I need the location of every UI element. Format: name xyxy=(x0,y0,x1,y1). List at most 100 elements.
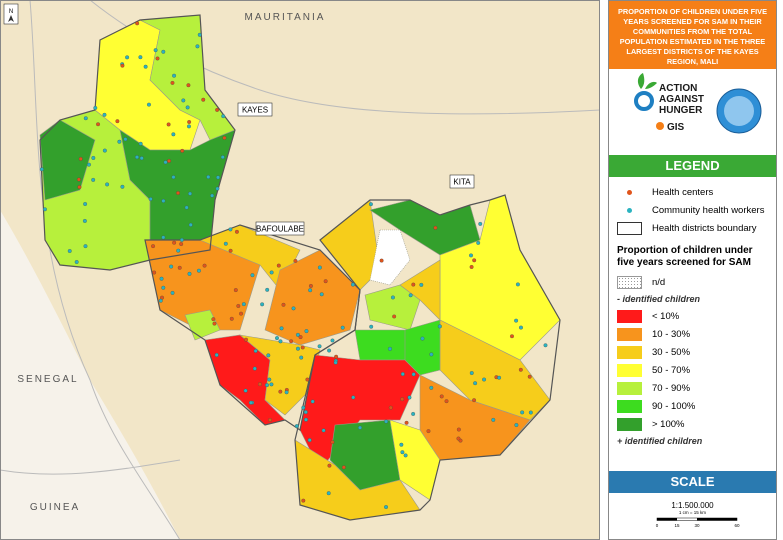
health-worker xyxy=(279,326,284,331)
logo-text: HUNGER xyxy=(659,105,703,116)
area xyxy=(364,284,421,331)
health-worker xyxy=(303,410,308,415)
health-center xyxy=(115,119,120,124)
health-worker xyxy=(437,324,442,329)
legend-item: Community health workers xyxy=(609,201,776,219)
health-worker xyxy=(317,344,322,349)
logo-area: ACTION AGAINST HUNGER GIS xyxy=(634,73,762,134)
health-center xyxy=(411,282,416,287)
health-center xyxy=(166,122,171,127)
health-worker xyxy=(284,390,289,395)
legend-label: Community health workers xyxy=(652,204,765,216)
health-center xyxy=(151,244,155,249)
health-center xyxy=(426,429,431,434)
health-center xyxy=(222,135,227,140)
scale-equivalence: 1 cm = 15 km xyxy=(678,510,707,515)
health-worker xyxy=(294,424,299,429)
health-center xyxy=(201,97,206,102)
area xyxy=(404,319,441,376)
health-worker xyxy=(148,197,153,201)
health-worker xyxy=(291,306,296,311)
health-center xyxy=(229,316,234,321)
health-worker xyxy=(497,375,502,380)
health-worker xyxy=(161,235,166,240)
health-worker xyxy=(411,372,416,377)
health-center xyxy=(152,270,157,275)
health-center xyxy=(289,339,294,344)
legend-item: > 100% xyxy=(609,415,776,433)
health-worker xyxy=(317,265,322,270)
health-worker xyxy=(143,64,148,69)
legend-classes: < 10% 10 - 30% 30 - 50% 50 - 70% 70 - 90% 90 … xyxy=(609,307,776,433)
health-worker xyxy=(147,102,151,107)
health-worker xyxy=(158,298,163,303)
health-center xyxy=(233,288,238,293)
health-worker xyxy=(333,360,338,365)
health-worker xyxy=(250,273,255,278)
health-worker xyxy=(308,288,313,293)
health-worker xyxy=(83,244,88,249)
health-worker xyxy=(138,55,143,60)
health-worker xyxy=(181,98,186,103)
health-worker xyxy=(185,105,190,110)
health-worker xyxy=(172,73,177,78)
health-worker xyxy=(269,382,274,387)
legend-header: LEGEND xyxy=(609,155,776,177)
legend-note: - identified children xyxy=(617,294,701,304)
health-worker xyxy=(243,388,248,393)
north-label: N xyxy=(9,9,13,15)
health-worker xyxy=(171,132,176,137)
health-worker xyxy=(519,325,523,330)
points xyxy=(39,21,548,509)
legend-item: < 10% xyxy=(609,307,776,325)
district-boundary xyxy=(144,224,361,431)
health-worker xyxy=(179,238,184,242)
health-worker xyxy=(135,155,139,160)
health-worker xyxy=(304,417,308,422)
area xyxy=(299,354,421,471)
legend-label: < 10% xyxy=(652,310,680,322)
health-worker xyxy=(42,207,47,212)
health-worker xyxy=(82,218,87,223)
legend-label: Health districts boundary xyxy=(652,222,757,234)
label-box xyxy=(449,174,475,189)
border xyxy=(0,459,181,475)
legend-swatch xyxy=(617,381,642,395)
health-center xyxy=(239,311,243,316)
health-worker xyxy=(482,377,487,382)
health-worker xyxy=(184,205,189,210)
health-center xyxy=(327,463,332,468)
health-worker xyxy=(161,49,166,54)
health-worker xyxy=(269,270,274,275)
health-worker xyxy=(74,260,79,264)
health-worker xyxy=(215,186,220,191)
health-center xyxy=(268,418,272,422)
health-worker xyxy=(326,491,331,496)
health-worker xyxy=(369,324,374,329)
health-center xyxy=(244,337,248,342)
health-worker xyxy=(408,293,413,298)
health-center xyxy=(456,436,461,441)
country-label: MAURITANIA xyxy=(245,12,326,23)
health-worker xyxy=(400,450,405,455)
health-worker xyxy=(187,271,192,276)
health-center xyxy=(518,367,523,372)
health-center xyxy=(281,302,286,307)
health-center xyxy=(202,263,207,268)
health-worker xyxy=(419,282,424,287)
legend-label: Health centers xyxy=(652,186,714,198)
health-worker xyxy=(93,105,98,110)
health-worker xyxy=(478,221,483,226)
health-worker xyxy=(161,198,166,203)
health-center xyxy=(276,263,281,268)
legend-item: Health districts boundary xyxy=(609,219,776,237)
health-worker xyxy=(248,400,253,405)
health-center xyxy=(176,191,180,195)
health-worker xyxy=(228,227,233,232)
legend-label: 30 - 50% xyxy=(652,346,691,358)
health-center xyxy=(215,107,220,112)
health-worker xyxy=(195,44,200,49)
health-worker xyxy=(520,410,525,415)
health-worker xyxy=(253,348,258,353)
